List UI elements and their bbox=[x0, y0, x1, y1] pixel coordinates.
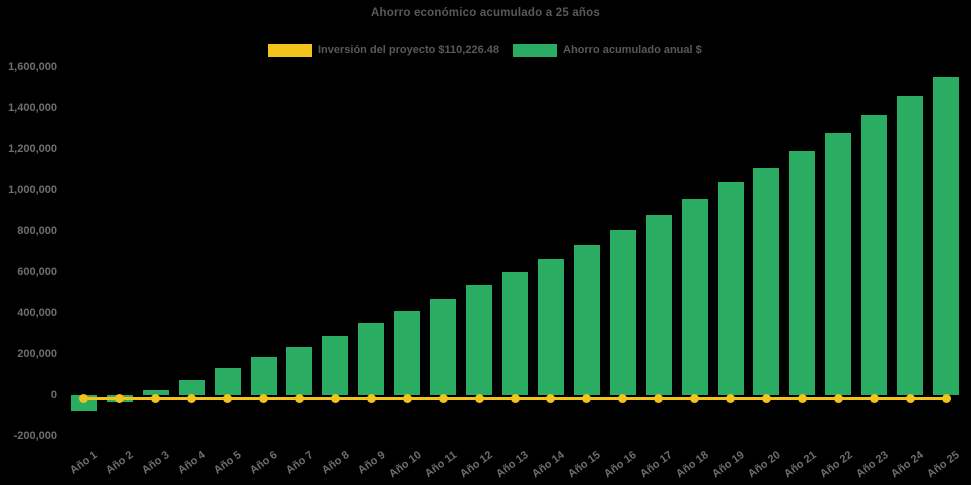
x-axis-label: Año 6 bbox=[247, 449, 280, 477]
x-axis-label: Año 15 bbox=[566, 449, 603, 481]
investment-line-marker bbox=[869, 393, 879, 403]
chart-title: Ahorro económico acumulado a 25 años bbox=[371, 7, 600, 19]
bar-año-11 bbox=[430, 298, 457, 395]
legend-swatch-investment-line bbox=[268, 44, 312, 57]
y-axis-tick-label: 1,000,000 bbox=[8, 184, 57, 196]
y-axis-tick-label: 1,200,000 bbox=[8, 143, 57, 155]
x-axis-label: Año 24 bbox=[889, 449, 927, 481]
y-axis-tick-label: 800,000 bbox=[17, 225, 57, 237]
x-axis-label: Año 21 bbox=[781, 449, 819, 481]
investment-line-marker bbox=[546, 393, 556, 403]
y-axis-tick-label: 1,600,000 bbox=[8, 61, 57, 73]
bar-año-13 bbox=[502, 272, 528, 395]
legend-label-investment: Inversión del proyecto $110,226.48 bbox=[318, 44, 499, 56]
y-axis-tick-label: 600,000 bbox=[17, 266, 57, 278]
bar-año-16 bbox=[609, 229, 636, 395]
investment-line-marker bbox=[582, 393, 592, 403]
x-axis-label: Año 18 bbox=[673, 449, 711, 481]
x-axis-label: Año 2 bbox=[104, 449, 136, 477]
investment-line-marker bbox=[187, 393, 197, 403]
x-axis-label: Año 25 bbox=[925, 449, 963, 481]
x-axis-label: Año 22 bbox=[817, 449, 855, 481]
legend-label-savings: Ahorro acumulado anual $ bbox=[563, 44, 702, 56]
investment-line-marker bbox=[79, 393, 89, 403]
x-axis-label: Año 16 bbox=[602, 449, 639, 481]
investment-line-marker bbox=[330, 393, 340, 403]
bar-año-19 bbox=[717, 182, 744, 395]
bar-año-8 bbox=[322, 335, 349, 395]
investment-line-marker bbox=[797, 393, 807, 403]
bar-año-10 bbox=[394, 311, 421, 395]
investment-line-marker bbox=[438, 393, 448, 403]
investment-line-marker bbox=[474, 393, 484, 403]
bar-año-5 bbox=[214, 368, 241, 395]
investment-line-marker bbox=[294, 393, 304, 403]
x-axis-label: Año 10 bbox=[386, 449, 424, 481]
investment-line-marker bbox=[726, 393, 736, 403]
x-axis-label: Año 5 bbox=[211, 449, 244, 477]
bar-año-23 bbox=[861, 114, 888, 395]
bar-año-7 bbox=[286, 346, 313, 395]
bar-año-22 bbox=[825, 133, 852, 395]
x-axis-label: Año 14 bbox=[530, 449, 567, 481]
investment-line-marker bbox=[223, 393, 233, 403]
x-axis-label: Año 8 bbox=[319, 449, 352, 477]
investment-line-marker bbox=[833, 393, 843, 403]
bar-año-14 bbox=[537, 259, 564, 395]
bar-año-9 bbox=[358, 323, 385, 395]
x-axis-label: Año 4 bbox=[176, 449, 208, 477]
bar-año-18 bbox=[681, 198, 708, 395]
investment-line-marker bbox=[690, 393, 700, 403]
investment-line-marker bbox=[654, 393, 664, 403]
bar-año-24 bbox=[897, 96, 924, 395]
investment-line-marker bbox=[618, 393, 628, 403]
x-axis-label: Año 23 bbox=[853, 449, 891, 481]
bar-año-21 bbox=[789, 151, 816, 395]
x-axis-label: Año 7 bbox=[283, 449, 316, 477]
x-axis-label: Año 3 bbox=[140, 449, 172, 477]
bar-año-3 bbox=[142, 389, 169, 395]
y-axis-tick-label: -200,000 bbox=[13, 430, 57, 442]
investment-line-marker bbox=[366, 393, 376, 403]
investment-line-marker bbox=[510, 393, 520, 403]
x-axis-label: Año 20 bbox=[745, 449, 783, 481]
x-axis-label: Año 9 bbox=[355, 449, 388, 477]
investment-line-marker bbox=[259, 393, 269, 403]
bar-año-15 bbox=[573, 244, 600, 395]
bar-año-6 bbox=[250, 357, 277, 395]
bar-año-20 bbox=[753, 167, 780, 395]
bar-año-4 bbox=[178, 379, 205, 395]
investment-line-marker bbox=[761, 393, 771, 403]
investment-line-marker bbox=[115, 393, 125, 403]
bar-año-12 bbox=[466, 285, 493, 395]
y-axis-tick-label: 0 bbox=[50, 389, 57, 401]
bar-año-17 bbox=[645, 215, 672, 395]
x-axis-label: Año 12 bbox=[458, 449, 496, 481]
bar-año-25 bbox=[933, 77, 960, 395]
x-axis-label: Año 11 bbox=[422, 449, 460, 480]
y-axis-tick-label: 400,000 bbox=[17, 307, 57, 319]
x-axis-label: Año 17 bbox=[638, 449, 675, 481]
investment-line-marker bbox=[941, 393, 951, 403]
legend-swatch-savings-bar bbox=[513, 44, 557, 57]
investment-line-marker bbox=[402, 393, 412, 403]
x-axis-label: Año 13 bbox=[494, 449, 532, 481]
investment-line-marker bbox=[905, 393, 915, 403]
x-axis-label: Año 19 bbox=[709, 449, 747, 481]
y-axis-tick-label: 200,000 bbox=[17, 348, 57, 360]
y-axis-tick-label: 1,400,000 bbox=[8, 102, 57, 114]
investment-line-marker bbox=[151, 393, 161, 403]
x-axis-label: Año 1 bbox=[68, 449, 101, 477]
